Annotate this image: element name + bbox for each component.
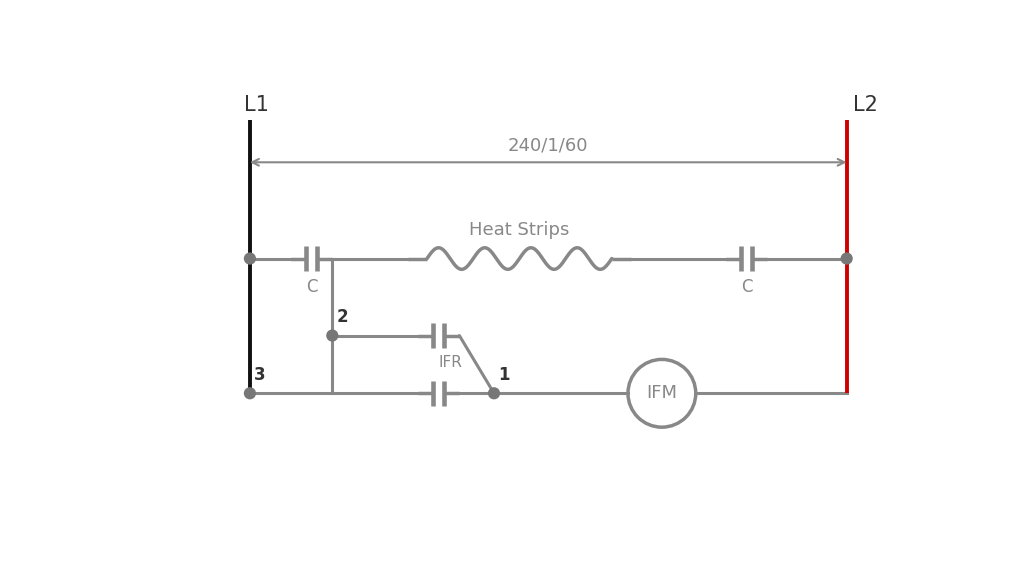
Text: IFR: IFR [438, 355, 463, 370]
Text: C: C [306, 278, 317, 296]
Text: L1: L1 [244, 94, 268, 115]
Text: 2: 2 [336, 308, 348, 326]
Text: C: C [740, 278, 753, 296]
Text: 3: 3 [254, 366, 265, 384]
Text: Heat Strips: Heat Strips [469, 221, 569, 238]
Circle shape [327, 330, 338, 341]
Text: IFM: IFM [646, 384, 677, 402]
Circle shape [245, 388, 255, 399]
Text: 1: 1 [498, 366, 509, 384]
Text: L2: L2 [853, 94, 878, 115]
Circle shape [842, 253, 852, 264]
Text: 240/1/60: 240/1/60 [508, 137, 589, 154]
Circle shape [245, 253, 255, 264]
Circle shape [488, 388, 500, 399]
